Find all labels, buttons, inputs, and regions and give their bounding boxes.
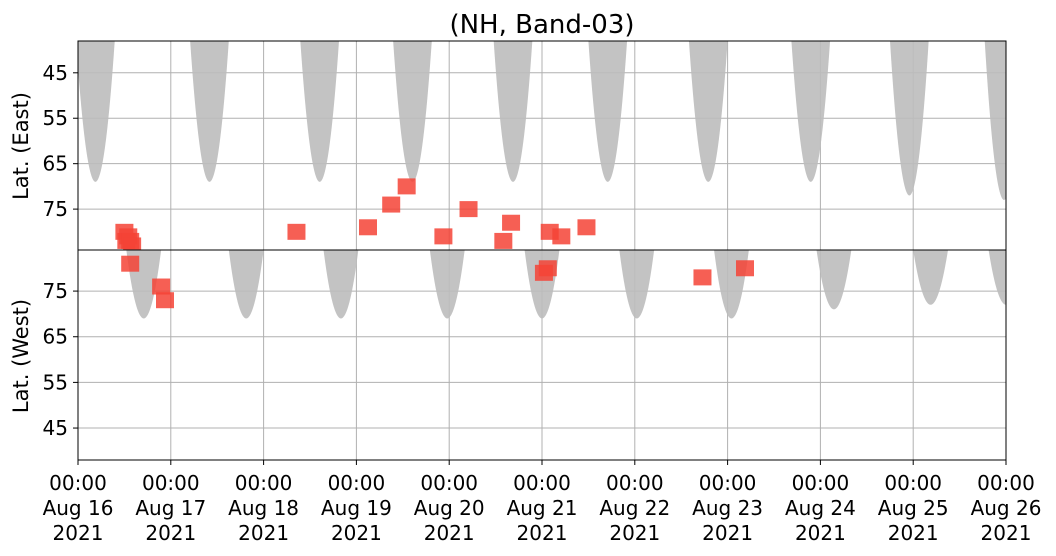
- east-detection: [494, 232, 513, 249]
- panel-east: 45 55 65 75 Lat. (East): [9, 41, 1007, 250]
- east-detection: [287, 223, 306, 240]
- x-tick-label: 00:00 Aug 19 2021: [321, 471, 392, 545]
- west-coverage-arc: [913, 250, 948, 305]
- east-coverage-arc: [588, 41, 628, 182]
- west-plot-frame: [77, 249, 1007, 461]
- x-tick-label: 00:00 Aug 24 2021: [785, 471, 856, 545]
- east-tick-label-y: 45: [43, 61, 68, 85]
- east-tick-label-y: 55: [43, 106, 68, 130]
- x-tick-label: 00:00 Aug 23 2021: [692, 471, 763, 545]
- chart-title: (NH, Band-03): [449, 10, 634, 40]
- west-coverage-arc: [228, 250, 264, 319]
- east-tick-label-y: 75: [43, 197, 68, 221]
- east-detection: [552, 228, 571, 245]
- x-tick-label: 00:00 Aug 25 2021: [878, 471, 949, 545]
- x-tick-label: 00:00 Aug 21 2021: [507, 471, 578, 545]
- west-coverage-arc: [619, 250, 655, 319]
- east-tick-label-y: 65: [43, 152, 68, 176]
- east-detection: [397, 178, 416, 195]
- west-detection: [736, 260, 754, 277]
- east-coverage-arc: [791, 41, 831, 182]
- east-coverage-arc: [890, 41, 929, 196]
- east-coverage-arc: [300, 41, 339, 182]
- x-tick-label: 00:00 Aug 16 2021: [43, 471, 114, 545]
- east-detection: [382, 196, 401, 213]
- x-tick-label: 00:00 Aug 18 2021: [228, 471, 299, 545]
- east-coverage-arc: [393, 41, 432, 182]
- east-y-axis-label: Lat. (East): [9, 92, 33, 200]
- east-coverage-arc: [688, 41, 728, 182]
- west-coverage-arc: [323, 250, 359, 319]
- east-coverage-arc: [190, 41, 229, 182]
- east-coverage-arc: [78, 41, 115, 182]
- west-detection: [538, 260, 557, 277]
- east-detection: [123, 237, 142, 250]
- west-tick-label-y: 75: [43, 279, 68, 303]
- west-tick-label-y: 65: [43, 325, 68, 349]
- west-detection: [121, 255, 140, 272]
- east-detection: [502, 214, 521, 231]
- west-detection: [156, 292, 174, 309]
- west-coverage-arc: [816, 250, 852, 310]
- x-tick-label: 00:00 Aug 26 2021: [971, 471, 1042, 545]
- east-detection: [359, 219, 377, 236]
- east-coverage-arc: [493, 41, 533, 182]
- panel-west: 45 55 65 75 Lat. (West): [9, 250, 1007, 460]
- x-axis: 00:00 Aug 16 2021 00:00 Aug 17 2021 00:00 Aug 1…: [43, 460, 1042, 545]
- east-coverage-arc: [984, 41, 1006, 200]
- east-detection: [459, 201, 478, 218]
- west-coverage-arc: [429, 250, 465, 319]
- x-tick-label: 00:00 Aug 20 2021: [414, 471, 485, 545]
- west-detection: [152, 278, 171, 295]
- west-y-axis-label: Lat. (West): [9, 299, 33, 413]
- west-coverage-arc: [988, 250, 1006, 305]
- west-detection: [693, 269, 712, 286]
- east-detection: [434, 228, 453, 245]
- east-detection: [577, 219, 596, 236]
- west-tick-label-y: 45: [43, 416, 68, 440]
- x-tick-label: 00:00 Aug 17 2021: [135, 471, 206, 545]
- west-tick-label-y: 55: [43, 370, 68, 394]
- x-tick-label: 00:00 Aug 22 2021: [599, 471, 670, 545]
